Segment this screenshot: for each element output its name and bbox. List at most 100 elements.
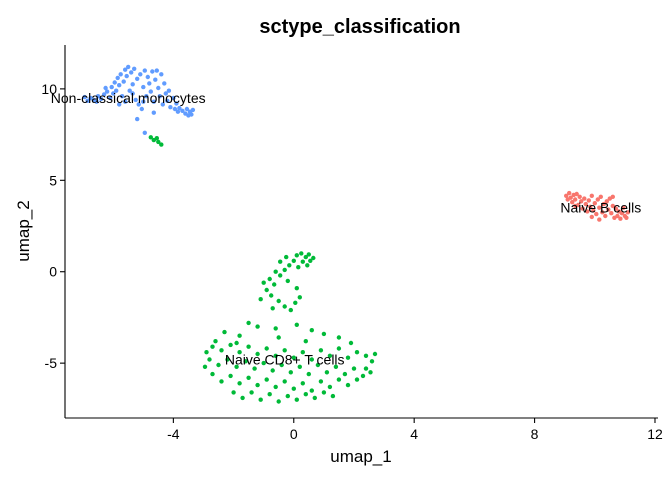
data-point-0-5	[95, 94, 101, 99]
data-point-2-53	[282, 348, 287, 353]
data-point-1-9	[577, 194, 582, 199]
data-point-0-44	[160, 102, 165, 107]
data-point-2-13	[291, 258, 296, 263]
data-point-2-108	[303, 392, 308, 397]
x-tick-label-0: -4	[167, 426, 180, 442]
data-point-2-68	[234, 364, 239, 369]
data-point-2-21	[261, 280, 266, 285]
data-point-0-36	[148, 89, 153, 94]
data-point-1-17	[589, 193, 594, 198]
data-point-0-29	[138, 72, 143, 77]
data-point-0-45	[162, 81, 167, 86]
data-point-0-0	[82, 94, 87, 100]
x-tick-label-1: 0	[290, 426, 298, 442]
data-point-1-25	[601, 201, 606, 207]
data-point-2-99	[354, 377, 360, 382]
data-point-2-77	[315, 362, 321, 368]
data-point-2-28	[294, 286, 299, 291]
data-point-2-114	[372, 351, 378, 357]
data-point-1-24	[600, 210, 605, 215]
x-axis-ticks: -4 0 4 8 12	[167, 418, 663, 442]
data-point-1-6	[573, 197, 578, 202]
data-point-0-64	[117, 102, 122, 107]
data-point-2-4	[159, 142, 164, 147]
data-point-1-11	[580, 206, 585, 211]
data-point-0-42	[157, 94, 162, 99]
data-point-2-97	[336, 377, 342, 382]
data-point-2-105	[276, 399, 281, 404]
data-point-0-65	[103, 85, 108, 91]
data-point-2-94	[309, 388, 314, 393]
data-point-2-78	[324, 370, 330, 375]
data-point-2-75	[297, 364, 302, 369]
data-point-0-11	[111, 91, 116, 96]
data-point-2-46	[219, 348, 224, 353]
data-point-2-26	[293, 300, 298, 305]
data-point-2-116	[276, 335, 281, 340]
data-point-2-50	[255, 351, 260, 357]
data-point-2-82	[360, 373, 366, 379]
data-point-0-37	[150, 69, 155, 74]
data-point-1-42	[573, 203, 578, 209]
data-point-2-32	[311, 255, 316, 261]
data-point-2-27	[297, 295, 302, 300]
points-layer	[82, 64, 631, 404]
data-point-1-43	[589, 214, 594, 220]
data-point-2-0	[148, 135, 153, 140]
data-point-2-89	[264, 377, 269, 382]
data-point-0-54	[177, 105, 182, 111]
data-point-2-36	[255, 324, 260, 329]
data-point-0-8	[104, 89, 110, 94]
data-point-1-28	[606, 207, 611, 212]
data-point-2-64	[363, 366, 369, 371]
data-point-0-9	[108, 95, 113, 101]
data-point-2-67	[225, 357, 230, 362]
data-point-1-33	[613, 206, 619, 211]
data-point-2-48	[237, 350, 242, 355]
data-point-2-91	[282, 379, 287, 384]
data-point-1-19	[592, 201, 597, 206]
data-point-0-62	[123, 99, 128, 104]
data-point-2-101	[240, 395, 245, 401]
data-point-0-28	[136, 102, 141, 107]
data-point-0-14	[115, 75, 120, 81]
data-point-0-18	[121, 79, 126, 84]
data-point-1-23	[598, 194, 603, 199]
x-tick-label-3: 8	[531, 426, 539, 442]
data-point-2-22	[269, 293, 274, 298]
data-point-2-54	[291, 355, 296, 360]
data-point-2-15	[282, 267, 287, 273]
data-point-1-15	[586, 198, 591, 203]
data-point-1-12	[582, 196, 587, 201]
data-point-2-113	[202, 364, 208, 369]
data-point-2-47	[228, 342, 233, 348]
data-point-0-41	[156, 85, 161, 91]
data-point-2-24	[282, 304, 287, 309]
data-point-2-84	[219, 379, 224, 384]
cluster-label-1: Naive B cells	[560, 200, 641, 216]
data-point-2-51	[264, 346, 269, 351]
cluster-label-0: Non-classical monocytes	[51, 90, 206, 106]
data-point-2-96	[327, 384, 333, 390]
data-point-2-42	[237, 333, 242, 338]
data-point-0-17	[120, 94, 125, 99]
data-point-0-33	[144, 94, 149, 99]
data-point-1-31	[610, 203, 615, 209]
data-point-2-59	[336, 346, 342, 351]
data-point-2-57	[318, 348, 324, 353]
data-point-2-70	[252, 366, 257, 371]
data-point-2-115	[368, 370, 373, 375]
data-point-2-31	[284, 254, 289, 260]
data-point-2-12	[296, 265, 301, 270]
data-point-0-25	[132, 66, 137, 72]
data-point-1-3	[568, 195, 573, 200]
data-point-2-60	[345, 355, 351, 360]
data-point-2-37	[273, 326, 278, 331]
data-point-0-63	[130, 91, 135, 96]
data-point-2-44	[336, 335, 342, 340]
data-point-0-52	[174, 101, 179, 106]
data-point-2-43	[213, 339, 218, 344]
data-point-2-38	[294, 322, 299, 327]
